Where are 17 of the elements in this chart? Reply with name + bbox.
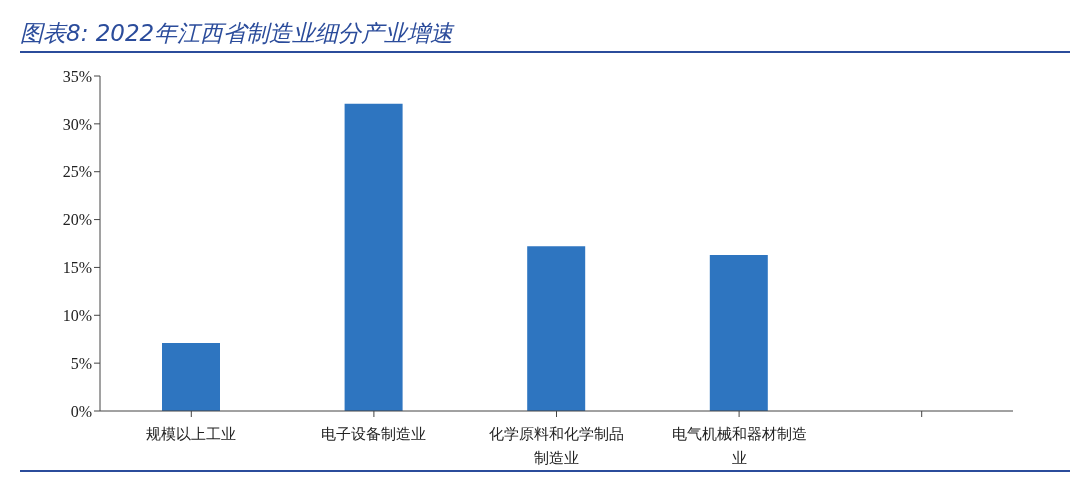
x-tick-label: 化学原料和化学制品制造业 [489, 425, 624, 467]
x-tick-label: 规模以上工业 [146, 425, 237, 443]
bar [527, 246, 586, 411]
y-tick-label: 35% [62, 67, 92, 85]
x-tick-label: 电气机械和器材制造业 [671, 425, 807, 467]
chart-title: 图表8: 2022年江西省制造业细分产业增速 [20, 19, 454, 48]
y-tick-label: 10% [62, 306, 92, 324]
y-tick-label: 20% [62, 211, 92, 229]
bar [344, 103, 403, 411]
y-tick-label: 25% [62, 163, 92, 181]
y-tick-label: 15% [62, 259, 92, 277]
x-tick-label: 电子设备制造业 [321, 425, 427, 443]
bar [162, 343, 220, 411]
y-tick-label: 0% [70, 402, 92, 420]
y-tick-label: 30% [62, 115, 92, 133]
y-tick-label: 5% [70, 354, 92, 372]
bar [709, 254, 768, 411]
